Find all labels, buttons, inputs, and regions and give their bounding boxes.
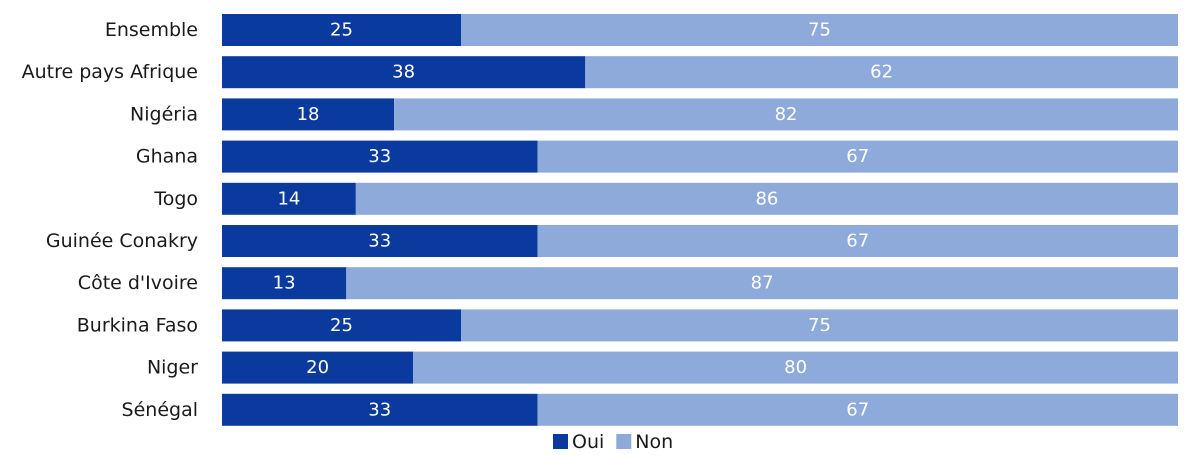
data-label-oui: 14 — [277, 188, 300, 209]
bar-non — [537, 225, 1178, 257]
data-label-oui: 38 — [392, 62, 415, 83]
data-label-non: 67 — [846, 231, 869, 252]
bar-non — [537, 393, 1178, 426]
bar-oui — [222, 98, 395, 131]
category-label: Ghana — [136, 146, 198, 168]
bar-oui — [222, 225, 538, 257]
data-label-oui: 33 — [368, 146, 391, 167]
data-label-non: 67 — [846, 146, 869, 167]
bar-non — [585, 56, 1178, 89]
bar-non — [346, 267, 1178, 300]
data-label-non: 80 — [784, 357, 807, 378]
legend-swatch-non — [616, 434, 632, 449]
legend-swatch-oui — [553, 434, 568, 449]
bar-non — [537, 140, 1178, 173]
bar-oui — [222, 309, 461, 342]
bar-non — [413, 351, 1178, 384]
data-label-oui: 20 — [306, 357, 329, 378]
category-axis: Ensemble Autre pays Afrique Nigéria Ghana To… — [22, 19, 199, 421]
data-label-non: 67 — [846, 399, 869, 420]
data-label-non: 86 — [755, 188, 778, 209]
category-label: Nigéria — [130, 103, 198, 125]
data-label-oui: 13 — [273, 273, 296, 294]
data-label-oui: 18 — [297, 104, 320, 125]
data-label-oui: 25 — [330, 315, 353, 336]
bar-non — [355, 182, 1179, 215]
category-label: Guinée Conakry — [46, 230, 198, 252]
data-label-non: 75 — [808, 315, 831, 336]
category-label: Niger — [147, 357, 198, 379]
category-label: Côte d'Ivoire — [78, 272, 198, 294]
legend-label-non: Non — [635, 431, 673, 453]
data-label-non: 62 — [870, 62, 893, 83]
legend: Oui Non — [553, 431, 673, 453]
category-label: Autre pays Afrique — [22, 61, 198, 83]
data-label-non: 82 — [775, 104, 798, 125]
data-label-non: 75 — [808, 20, 831, 41]
bar-non — [394, 98, 1179, 131]
category-label: Ensemble — [105, 19, 198, 41]
bar-oui — [222, 56, 586, 89]
bar-oui — [222, 393, 538, 426]
bar-non — [461, 309, 1178, 342]
data-label-oui: 25 — [330, 20, 353, 41]
bar-oui — [222, 182, 356, 215]
bar-non — [461, 14, 1178, 46]
category-label: Togo — [153, 188, 198, 210]
bar-oui — [222, 267, 347, 300]
category-label: Burkina Faso — [77, 314, 198, 336]
bar-oui — [222, 14, 461, 46]
data-label-oui: 33 — [368, 231, 391, 252]
bar-oui — [222, 351, 414, 384]
category-label: Sénégal — [122, 399, 198, 421]
data-label-oui: 33 — [368, 399, 391, 420]
legend-label-oui: Oui — [572, 431, 604, 453]
bars-area: 25 75 38 62 18 82 33 67 14 86 33 67 13 87 25 75 20 80 33 67 — [222, 14, 1179, 426]
bar-oui — [222, 140, 538, 173]
data-label-non: 87 — [751, 273, 774, 294]
